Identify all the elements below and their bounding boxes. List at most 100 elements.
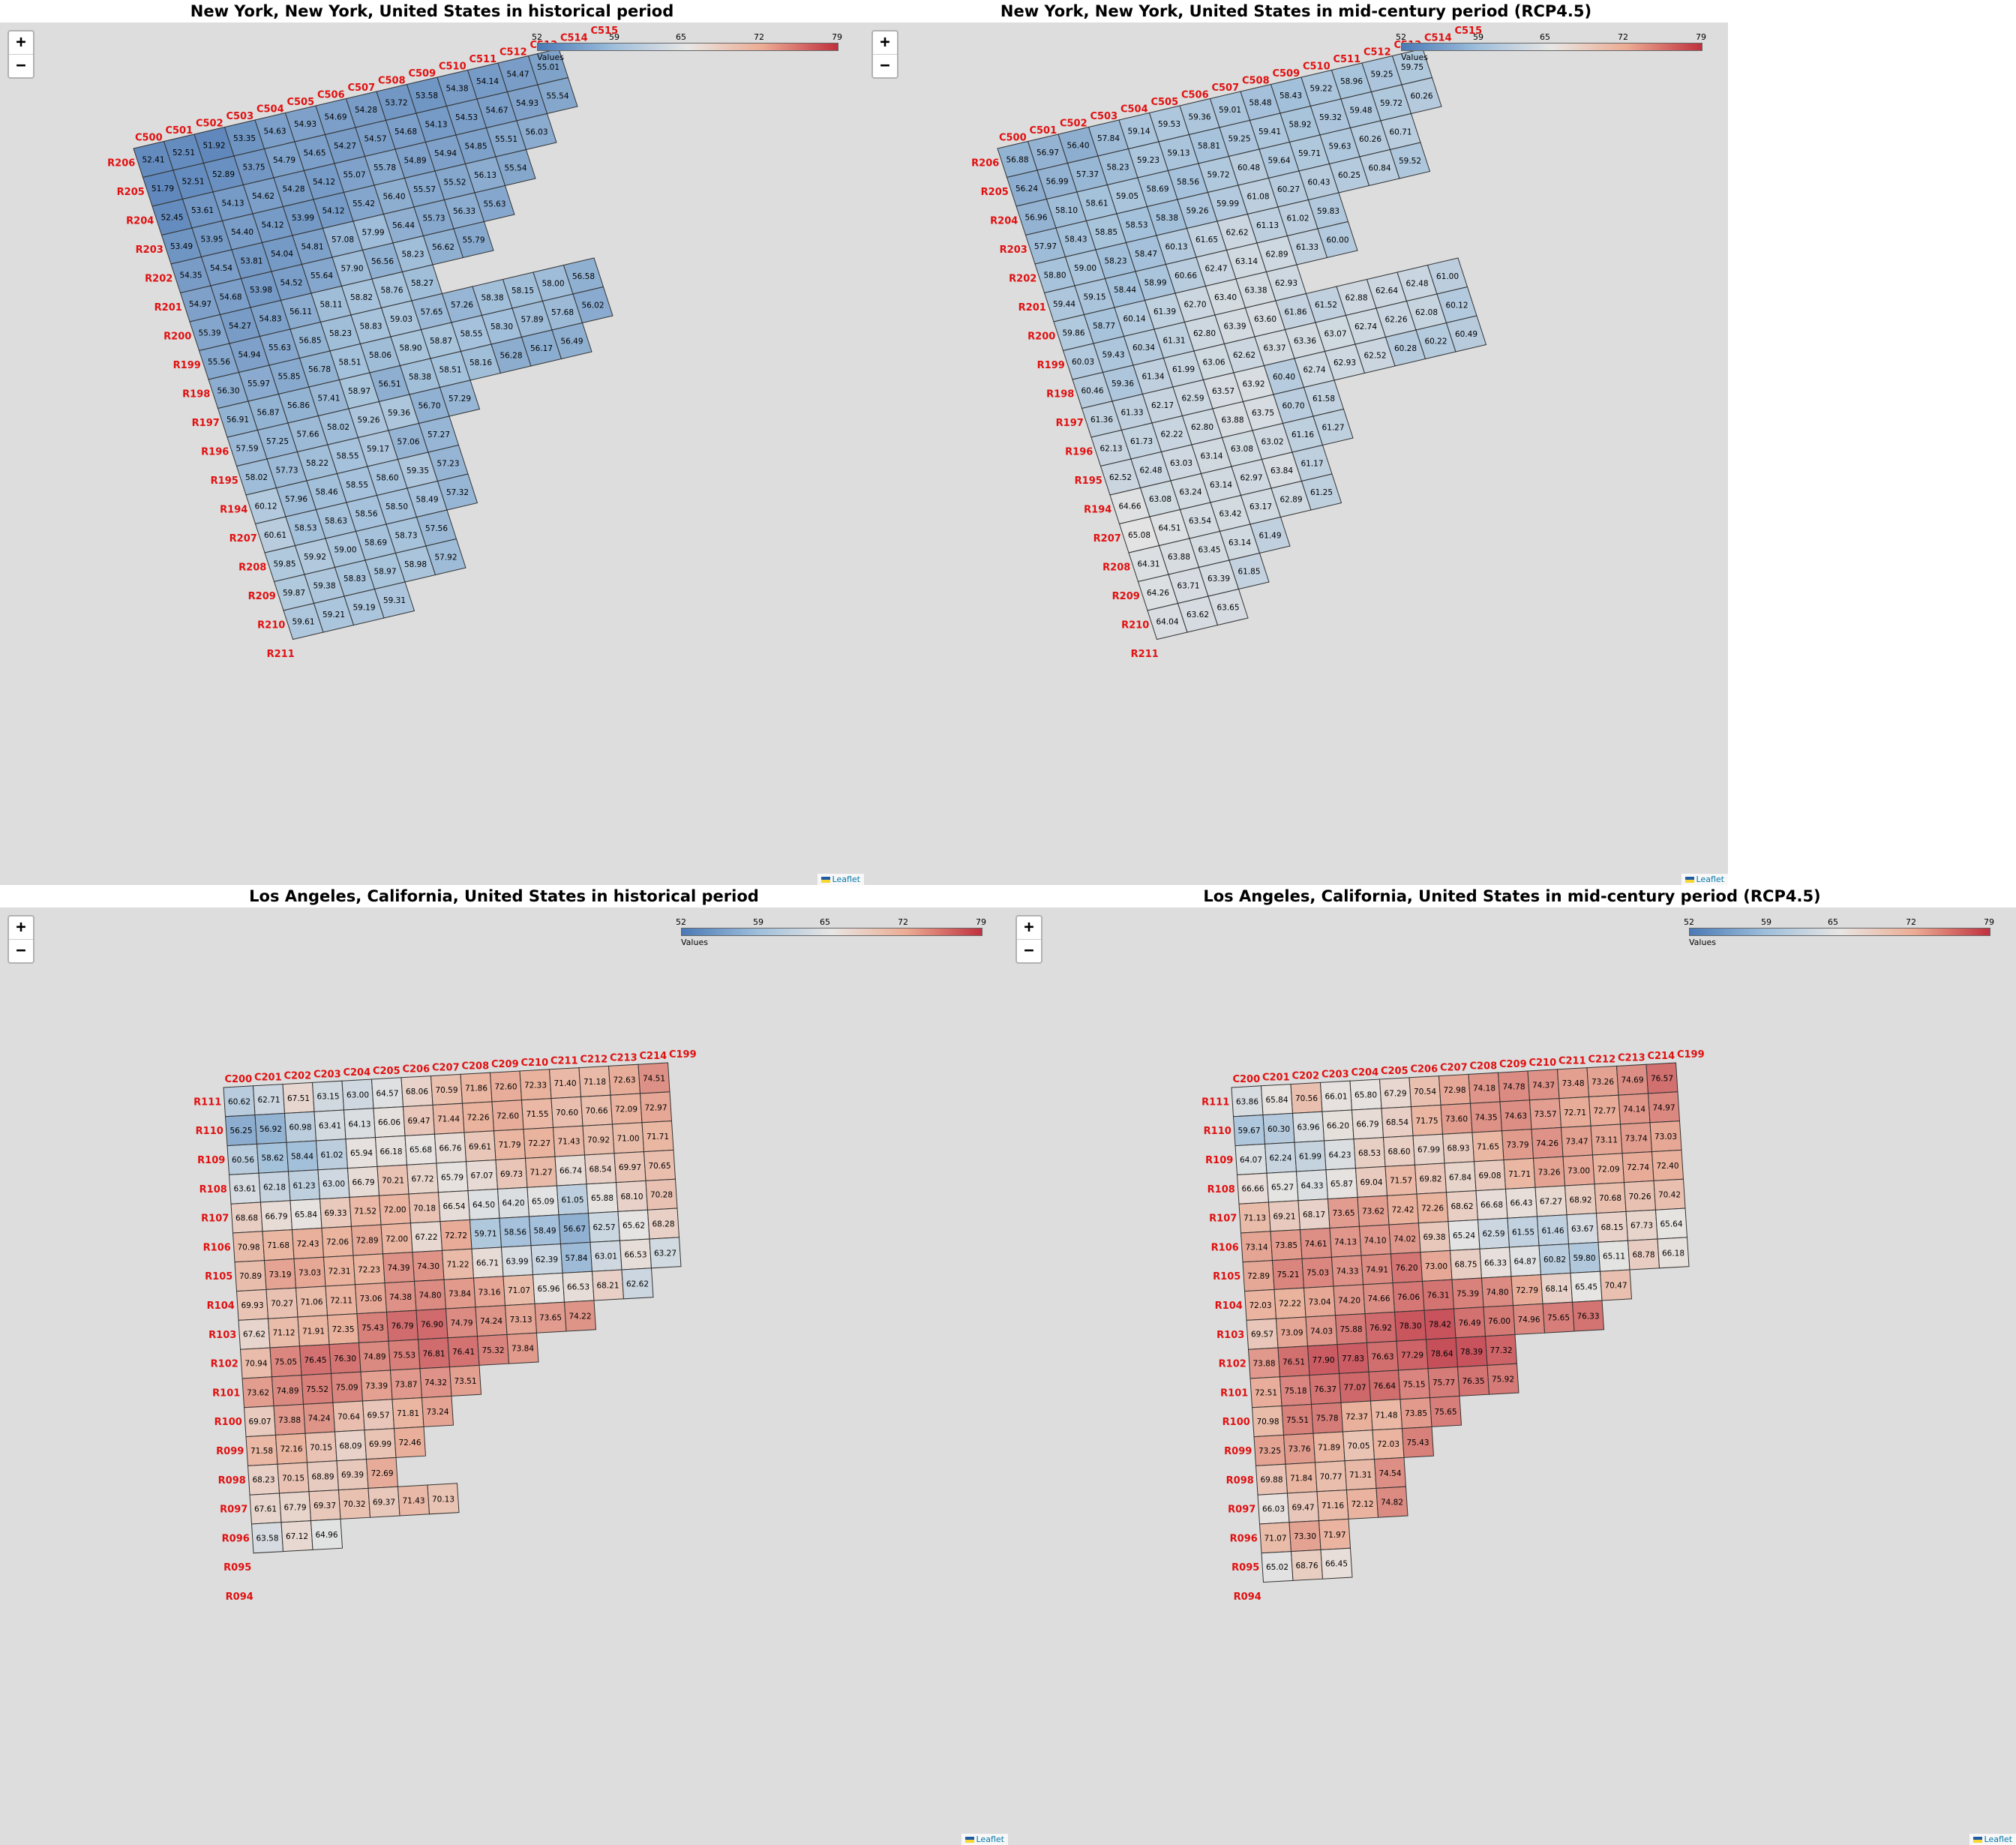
cell-value-label: 74.22 — [568, 1312, 591, 1322]
cell-value-label: 62.18 — [263, 1184, 286, 1192]
cell-value-label: 54.35 — [179, 272, 202, 280]
grid-cell[interactable] — [448, 1364, 482, 1396]
grid-cell[interactable] — [563, 1300, 597, 1332]
grid-cell[interactable] — [1317, 220, 1358, 259]
attribution-link[interactable]: Leaflet — [976, 1834, 1004, 1844]
grid-cell[interactable] — [427, 1483, 460, 1515]
grid-cell[interactable] — [1376, 1486, 1408, 1518]
grid-cell[interactable] — [551, 322, 592, 360]
cell-value-label: 72.74 — [1627, 1163, 1649, 1172]
zoom-in-button[interactable]: + — [873, 32, 897, 55]
grid-cell[interactable] — [1208, 588, 1249, 626]
cell-value-label: 69.57 — [1251, 1330, 1274, 1340]
grid-cell[interactable] — [621, 1268, 654, 1300]
row-label: R107 — [1209, 1214, 1237, 1225]
cell-value-label: 73.88 — [1252, 1360, 1275, 1369]
grid-cell[interactable] — [506, 1332, 539, 1364]
grid-cell[interactable] — [1599, 1269, 1633, 1301]
grid-cell[interactable] — [393, 1426, 427, 1458]
attribution-link[interactable]: Leaflet — [1696, 874, 1724, 884]
cell-value-label: 74.80 — [418, 1292, 441, 1300]
attribution-link[interactable]: Leaflet — [832, 874, 860, 884]
grid-cell[interactable] — [1401, 1426, 1435, 1458]
cell-value-label: 69.99 — [369, 1440, 392, 1449]
cell-value-label: 63.88 — [1168, 553, 1190, 562]
grid-cell[interactable] — [1228, 552, 1270, 590]
cell-value-label: 57.56 — [425, 524, 448, 533]
cell-value-label: 69.08 — [1478, 1172, 1501, 1180]
grid-cell[interactable] — [1445, 315, 1487, 352]
attribution-link[interactable]: Leaflet — [1984, 1834, 2012, 1844]
grid-cell[interactable] — [425, 538, 466, 576]
grid-cell[interactable] — [436, 473, 478, 511]
cell-value-label: 58.99 — [1144, 279, 1166, 288]
attribution[interactable]: Leaflet — [961, 1834, 1008, 1845]
cell-value-label: 57.29 — [448, 394, 471, 404]
grid-cell[interactable] — [1250, 516, 1291, 554]
zoom-out-button[interactable]: − — [880, 56, 890, 75]
map-area[interactable]: 56.88 56.97 56.40 57.84 59.14 59.53 59.36 59.01… — [864, 22, 1728, 885]
grid-cell[interactable] — [495, 148, 536, 187]
grid-cell[interactable] — [516, 112, 557, 151]
grid-cell[interactable] — [1657, 1237, 1690, 1269]
map-area[interactable]: 63.86 65.84 70.56 66.01 65.80 67.29 70.54 72.98… — [1008, 908, 2016, 1845]
legend-tick: 65 — [1828, 917, 1838, 927]
cell-value-label: 70.54 — [1414, 1088, 1436, 1096]
cell-value-label: 58.92 — [1288, 121, 1311, 130]
attribution[interactable]: Leaflet — [1969, 1834, 2016, 1845]
cell-value-label: 68.60 — [1388, 1148, 1410, 1156]
cell-value-label: 73.26 — [1592, 1078, 1614, 1087]
zoom-out-button[interactable]: − — [1024, 941, 1034, 960]
cell-value-label: 57.73 — [275, 466, 298, 476]
zoom-out-button[interactable]: − — [16, 56, 26, 75]
cell-value-label: 70.21 — [382, 1177, 404, 1186]
grid-cell[interactable] — [374, 581, 416, 619]
cell-value-label: 74.61 — [1304, 1240, 1327, 1249]
cell-value-label: 57.97 — [1034, 242, 1057, 251]
row-label: R208 — [238, 562, 266, 573]
cell-value-label: 71.18 — [584, 1078, 606, 1087]
cell-value-label: 74.66 — [1367, 1294, 1390, 1304]
cell-value-label: 74.30 — [417, 1262, 440, 1271]
cell-value-label: 58.73 — [394, 532, 417, 541]
row-label: R094 — [226, 1592, 254, 1603]
cell-value-label: 74.38 — [389, 1293, 412, 1302]
grid-cell[interactable] — [537, 76, 578, 115]
grid-cell[interactable] — [421, 1395, 454, 1427]
attribution[interactable]: Leaflet — [1681, 874, 1728, 885]
grid-cell[interactable] — [1571, 1300, 1605, 1332]
cell-value-label: 66.71 — [476, 1259, 499, 1268]
row-label: R204 — [126, 215, 154, 226]
grid-cell[interactable] — [1300, 473, 1342, 511]
panel-ny-midcentury: New York, New York, United States in mid… — [864, 0, 1728, 885]
grid-cell[interactable] — [439, 380, 481, 417]
grid-cell[interactable] — [1486, 1363, 1520, 1395]
cell-value-label: 59.48 — [1349, 106, 1372, 116]
cell-value-label: 69.37 — [314, 1502, 336, 1510]
grid-cell[interactable] — [649, 1237, 682, 1269]
grid-cell[interactable] — [474, 184, 515, 223]
cell-value-label: 66.66 — [1241, 1185, 1264, 1194]
grid-cell[interactable] — [1320, 1547, 1353, 1580]
zoom-in-button[interactable]: + — [1017, 916, 1041, 940]
zoom-in-button[interactable]: + — [9, 916, 33, 940]
cell-value-label: 52.45 — [160, 214, 183, 223]
grid-cell[interactable] — [1401, 76, 1442, 115]
grid-cell[interactable] — [1312, 408, 1354, 446]
zoom-in-button[interactable]: + — [9, 32, 33, 55]
zoom-out-button[interactable]: − — [16, 941, 26, 960]
grid-cell[interactable] — [572, 286, 614, 324]
map-area[interactable]: 60.62 62.71 67.51 63.15 63.00 64.57 68.06 70.59… — [0, 908, 1008, 1845]
attribution[interactable]: Leaflet — [817, 874, 864, 885]
cell-value-label: 59.71 — [1298, 149, 1321, 158]
cell-value-label: 62.48 — [1139, 466, 1162, 476]
grid-cell[interactable] — [310, 1518, 344, 1550]
grid-cell[interactable] — [453, 220, 494, 259]
grid-cell[interactable] — [1389, 142, 1431, 179]
cell-value-label: 70.92 — [587, 1136, 610, 1145]
grid-cell[interactable] — [1429, 1395, 1462, 1427]
map-area[interactable]: 52.41 52.51 51.92 53.35 54.63 54.93 54.69 54.28… — [0, 22, 864, 885]
cell-value-label: 73.03 — [1654, 1132, 1677, 1142]
column-label: C207 — [432, 1063, 460, 1074]
legend-tick: 72 — [898, 917, 908, 927]
